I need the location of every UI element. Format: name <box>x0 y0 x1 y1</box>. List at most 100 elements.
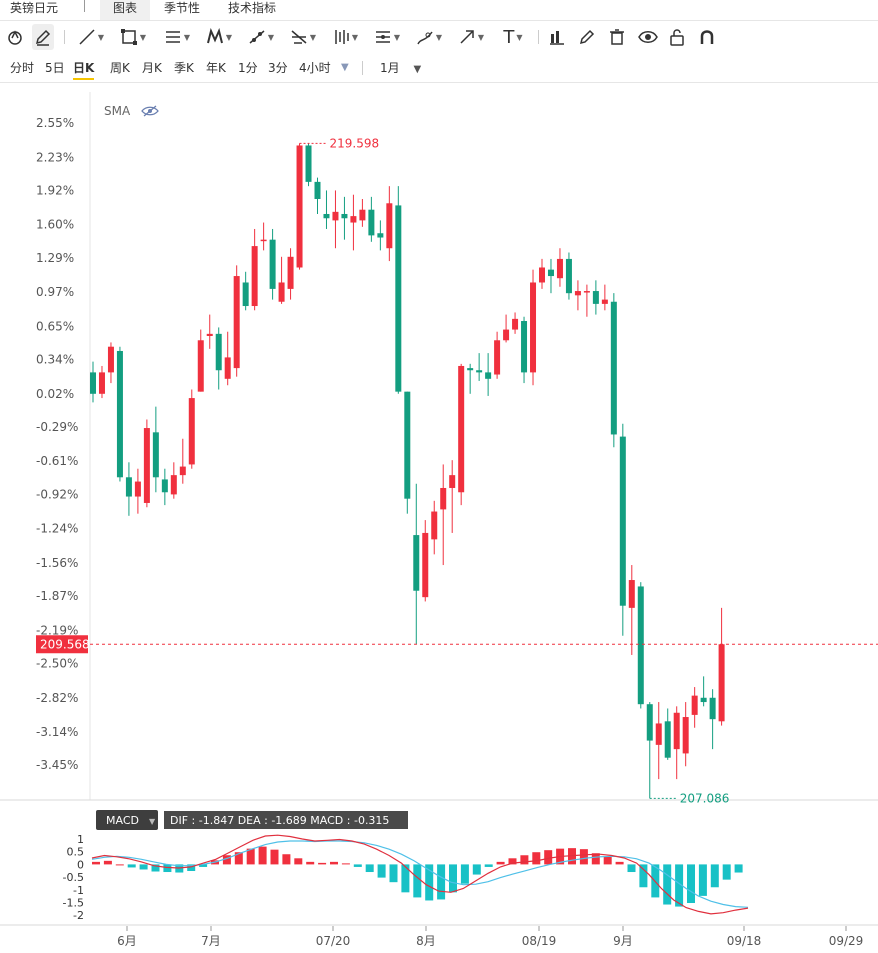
candle-body <box>539 267 545 283</box>
macd-caret-icon: ▼ <box>149 817 156 826</box>
candle-body <box>161 479 168 493</box>
period-quarterly[interactable]: 季K <box>174 61 194 75</box>
line-tool-icon[interactable]: ▼ <box>74 24 108 50</box>
period-weekly[interactable]: 周K <box>110 61 130 75</box>
macd-histogram-bar <box>330 861 338 865</box>
candle-body <box>503 329 510 341</box>
trash-icon[interactable] <box>606 24 628 50</box>
rectangle-tool-icon[interactable]: ▼ <box>114 24 152 50</box>
period-more-caret-icon[interactable]: ▼ <box>341 62 349 73</box>
candle-body <box>556 258 563 279</box>
candle-body <box>170 475 177 495</box>
macd-y-tick-label: -2 <box>73 909 84 922</box>
y-axis-tick-label: 2.23% <box>36 150 74 164</box>
candle-body <box>691 695 698 715</box>
macd-y-tick-label: -1 <box>73 884 84 897</box>
macd-histogram-bar <box>127 864 136 868</box>
macd-histogram-bar <box>92 861 100 865</box>
macd-histogram-bar <box>627 864 636 873</box>
period-1min[interactable]: 1分 <box>238 61 258 75</box>
period-3min[interactable]: 3分 <box>268 61 288 75</box>
candle-body <box>485 372 492 379</box>
y-axis-tick-label: -2.82% <box>36 691 78 705</box>
tab-chart[interactable]: 图表 <box>100 0 150 20</box>
macd-histogram-bar <box>413 864 422 898</box>
candle-body <box>314 181 321 199</box>
macd-histogram-bar <box>734 864 743 873</box>
text-tool-icon[interactable]: T ▼ <box>503 26 523 48</box>
macd-histogram-bar <box>532 852 541 865</box>
pencil-icon[interactable] <box>32 24 54 50</box>
hide-indicator-icon[interactable] <box>141 105 159 117</box>
unlock-icon[interactable] <box>666 24 688 50</box>
macd-histogram-bar <box>258 846 267 865</box>
macd-y-tick-label: 1 <box>77 833 84 846</box>
magnet-icon[interactable] <box>4 24 26 50</box>
candle-body <box>637 586 644 705</box>
period-monthly[interactable]: 月K <box>142 61 162 75</box>
y-axis-tick-label: -3.45% <box>36 758 78 772</box>
macd-values-box <box>164 811 408 829</box>
candle-body <box>718 644 725 722</box>
candle-body <box>404 391 411 499</box>
bars-tool-icon[interactable]: ▼ <box>335 30 359 44</box>
candle-body <box>646 704 653 741</box>
macd-histogram-bar <box>639 864 648 888</box>
period-daily[interactable]: 日K <box>73 58 95 80</box>
candle-body <box>179 466 186 476</box>
macd-histogram-bar <box>496 861 505 865</box>
edit-icon[interactable] <box>576 24 598 50</box>
period-5day[interactable]: 5日 <box>45 61 65 75</box>
candle-body <box>547 269 554 277</box>
macd-histogram-bar <box>460 864 469 884</box>
y-axis-tick-label: -1.24% <box>36 522 78 536</box>
macd-histogram-bar <box>294 858 303 865</box>
macd-histogram-bar <box>591 853 600 865</box>
arrow-tool-icon[interactable]: ▼ <box>452 24 490 50</box>
y-axis-tick-label: -0.61% <box>36 454 78 468</box>
candle-body <box>350 216 357 223</box>
candle-body <box>90 372 96 394</box>
trend-tool-icon[interactable]: ▼ <box>242 24 280 50</box>
eye-icon[interactable] <box>636 24 660 50</box>
candle-body <box>709 697 716 720</box>
pattern-tool-icon[interactable]: ▼ <box>200 24 238 50</box>
period-yearly[interactable]: 年K <box>206 61 226 75</box>
candle-body <box>601 299 608 304</box>
brush-tool-icon[interactable]: ▼ <box>410 24 448 50</box>
macd-histogram-bar <box>163 864 172 873</box>
x-axis-label: 09/18 <box>727 934 762 948</box>
macd-histogram-bar <box>710 864 719 888</box>
macd-histogram-bar <box>663 864 672 905</box>
macd-histogram-bar <box>246 848 255 865</box>
tab-indicators[interactable]: 技术指标 <box>228 1 277 15</box>
range-tool-icon[interactable]: ▼ <box>368 24 406 50</box>
fib-tool-icon[interactable]: ▼ <box>284 24 322 50</box>
magnet-u-icon[interactable] <box>696 24 718 50</box>
macd-y-tick-label: 0 <box>77 858 84 871</box>
candle-body <box>143 428 150 503</box>
tab-symbol[interactable]: 英镑日元 <box>10 1 59 15</box>
macd-histogram-bar <box>603 856 612 865</box>
period-bar: 分时 5日 日K 周K 月K 季K 年K 1分 3分 4小时 ▼ 1月 ▼ <box>0 54 878 83</box>
indicator-label[interactable]: SMA <box>104 104 131 118</box>
candle-body <box>242 282 249 307</box>
parallel-lines-icon[interactable]: ▼ <box>165 31 191 43</box>
period-4hour[interactable]: 4小时 <box>299 61 331 75</box>
range-selector[interactable]: 1月 ▼ <box>380 58 421 78</box>
candle-body <box>152 432 159 478</box>
macd-histogram-bar <box>687 864 695 904</box>
tab-seasonality[interactable]: 季节性 <box>164 1 201 15</box>
macd-histogram-bar <box>139 864 148 870</box>
period-intraday[interactable]: 分时 <box>10 61 35 75</box>
y-axis-tick-label: -0.29% <box>36 420 78 434</box>
macd-histogram-bar <box>722 864 731 880</box>
low-price-label: 207.086 <box>680 791 730 805</box>
candle-body <box>682 717 689 754</box>
macd-y-tick-label: 0.5 <box>67 846 85 859</box>
current-price-label: 209.568 <box>40 637 90 651</box>
x-axis-label: 9月 <box>613 934 633 948</box>
measure-icon[interactable] <box>546 24 568 50</box>
text-tool-glyph: T <box>503 26 515 48</box>
